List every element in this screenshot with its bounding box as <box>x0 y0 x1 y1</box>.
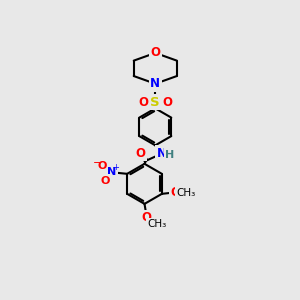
Text: O: O <box>136 146 146 160</box>
Text: O: O <box>142 211 152 224</box>
Text: N: N <box>150 77 160 90</box>
Text: O: O <box>150 46 160 59</box>
Text: H: H <box>165 150 175 160</box>
Text: N: N <box>107 167 116 177</box>
Text: O: O <box>138 96 148 109</box>
Text: O: O <box>97 161 106 171</box>
Text: O: O <box>101 176 110 186</box>
Text: +: + <box>112 163 119 172</box>
Text: O: O <box>163 96 172 109</box>
Text: S: S <box>151 96 160 109</box>
Text: N: N <box>157 146 166 160</box>
Text: CH₃: CH₃ <box>176 188 195 198</box>
Text: −: − <box>92 158 102 168</box>
Text: O: O <box>171 186 181 199</box>
Text: CH₃: CH₃ <box>147 219 167 229</box>
